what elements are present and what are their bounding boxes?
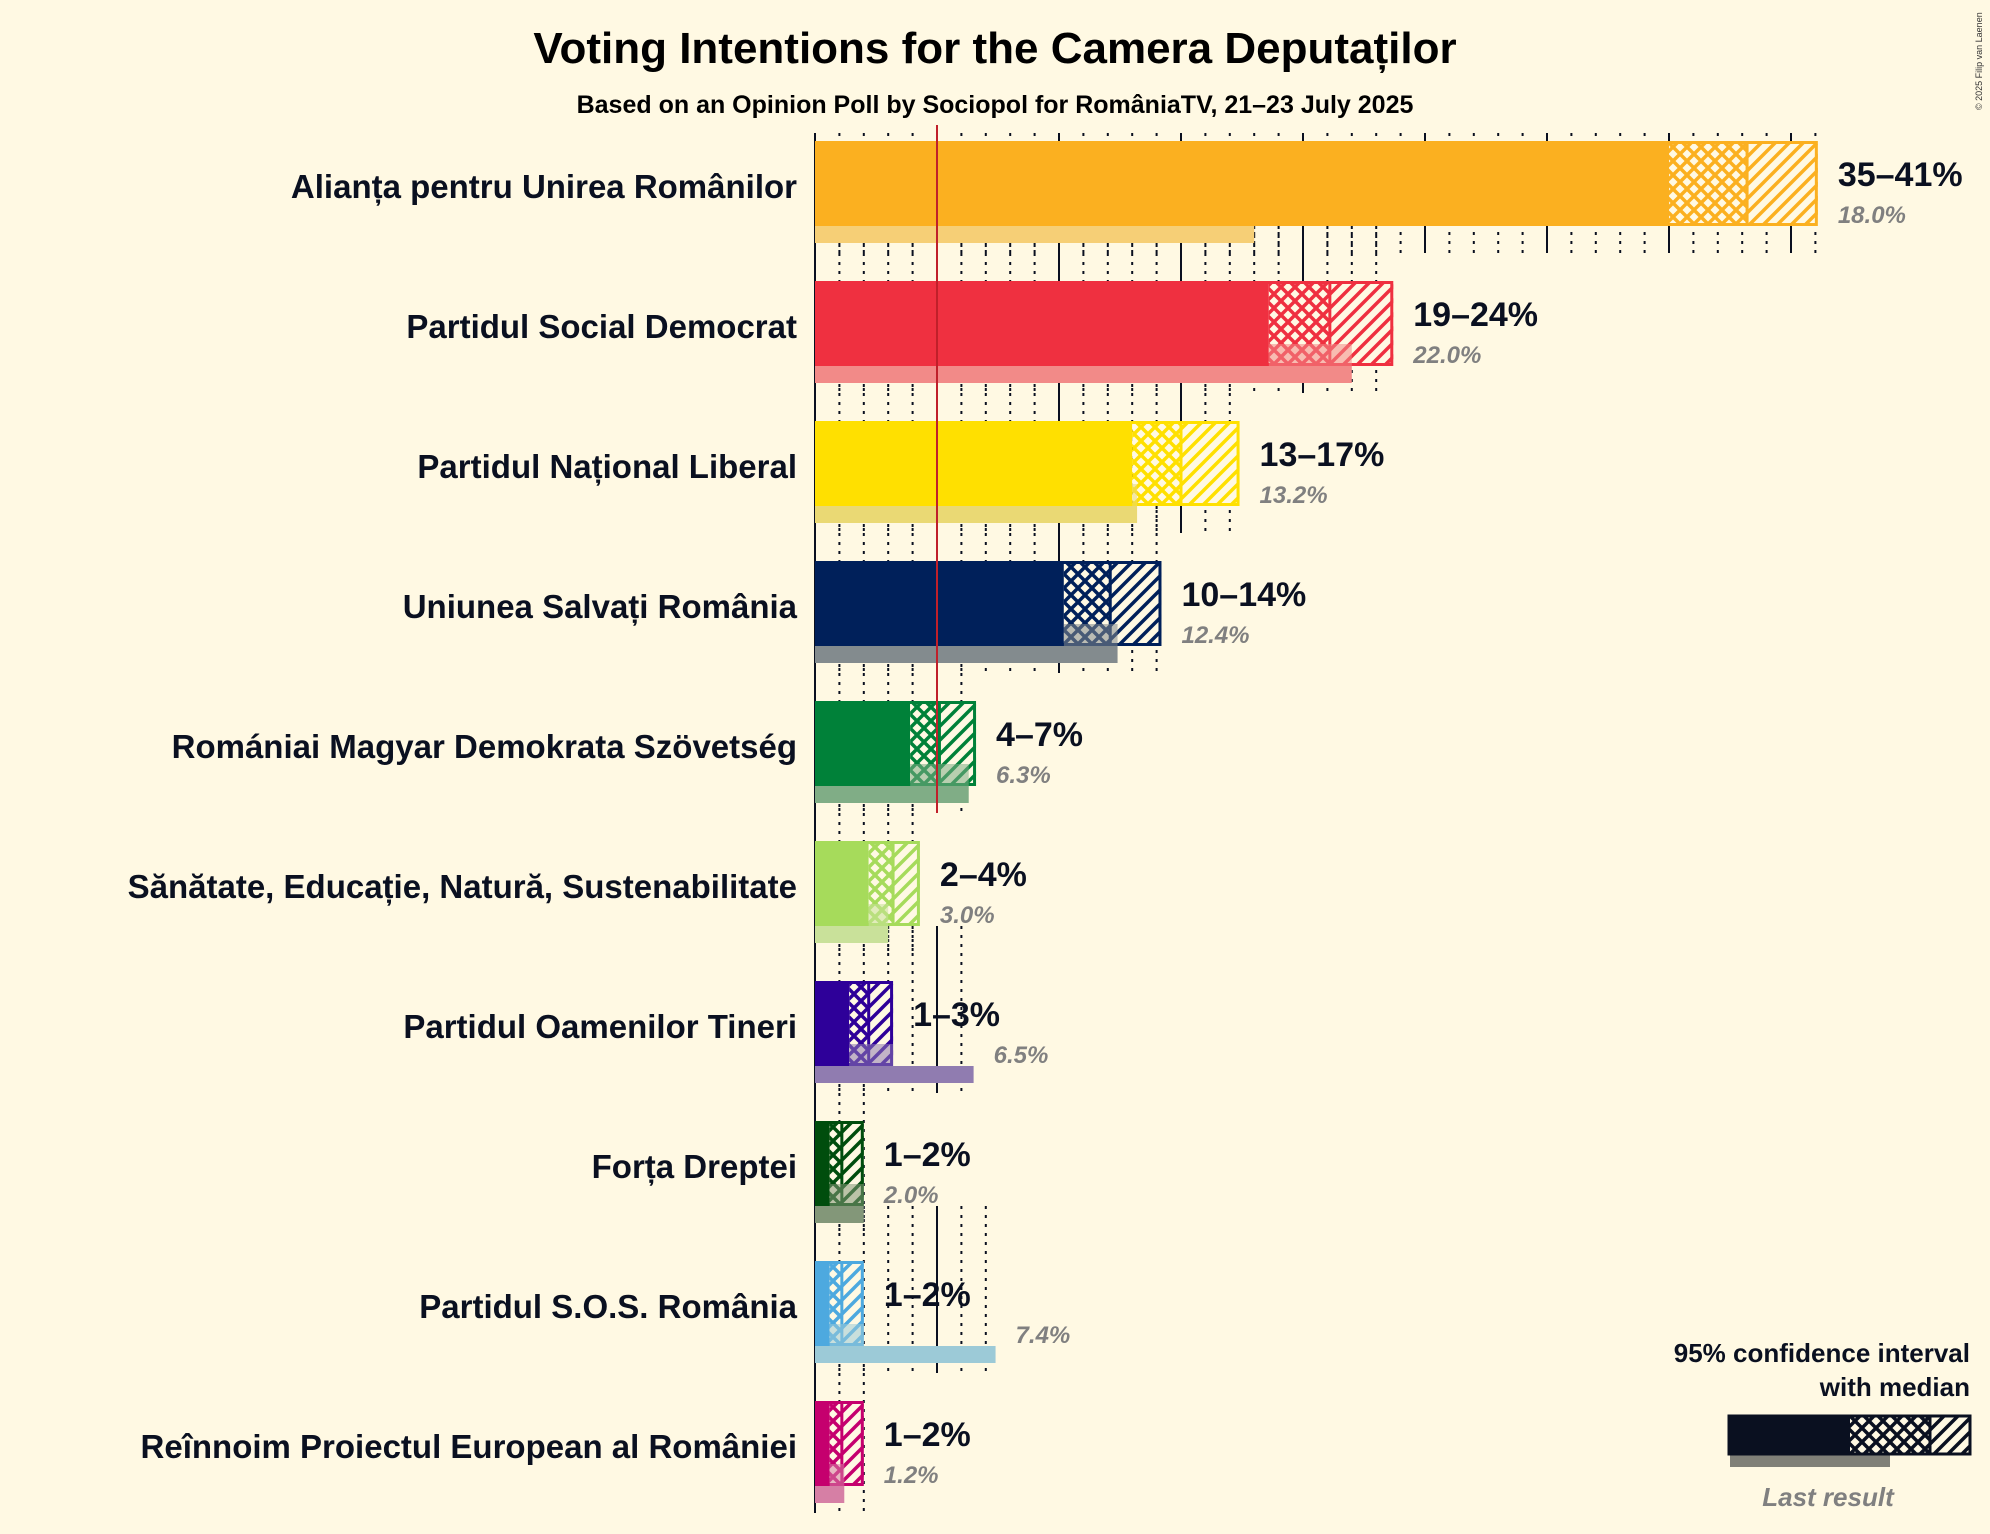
ci-solid-bar — [815, 141, 1669, 226]
ci-outline — [815, 561, 1162, 646]
ci-upper-segment — [1747, 144, 1818, 223]
last-result-label: 1.2% — [884, 1462, 939, 1489]
ci-upper-segment — [841, 1404, 864, 1483]
party-label: Partidul Național Liberal — [417, 448, 797, 486]
ci-solid-bar — [815, 1261, 830, 1346]
ci-upper-segment — [1110, 564, 1162, 643]
last-result-label: 13.2% — [1260, 482, 1328, 509]
ci-lower-segment — [1669, 144, 1748, 223]
last-result-label: 2.0% — [883, 1182, 939, 1209]
last-result-overlay — [1268, 344, 1352, 366]
ci-lower-segment — [829, 1124, 842, 1203]
range-label: 19–24% — [1413, 296, 1538, 334]
last-result-overlay — [868, 904, 889, 926]
bars — [815, 141, 1818, 1503]
last-result-bar — [815, 506, 1138, 523]
ci-upper-segment — [841, 1264, 864, 1343]
last-result-overlay — [1063, 624, 1118, 646]
last-result-overlay — [910, 764, 969, 786]
ci-lower-segment — [829, 1264, 842, 1343]
last-result-bar — [815, 226, 1255, 243]
chart-subtitle: Based on an Opinion Poll by Sociopol for… — [577, 91, 1414, 119]
legend-last-result-label: Last result — [1762, 1482, 1895, 1512]
ci-solid-bar — [815, 561, 1064, 646]
range-label: 35–41% — [1838, 156, 1963, 194]
legend-title-line2: with median — [1819, 1372, 1970, 1402]
legend-upper-segment — [1930, 1417, 1970, 1453]
ci-solid-bar — [815, 701, 911, 786]
party-label: Alianța pentru Unirea Românilor — [291, 168, 797, 206]
party-label: Partidul Oamenilor Tineri — [403, 1008, 797, 1045]
last-result-bar — [815, 366, 1352, 383]
last-result-overlay — [829, 1464, 845, 1486]
last-result-bar — [815, 1066, 974, 1083]
last-result-bar — [815, 926, 889, 943]
last-result-label: 3.0% — [940, 902, 995, 929]
range-label: 2–4% — [940, 856, 1027, 894]
ci-solid-bar — [815, 1401, 830, 1486]
legend-swatch — [1727, 1414, 1972, 1467]
party-label: Sănătate, Educație, Natură, Sustenabilit… — [128, 868, 797, 906]
last-result-bar — [815, 1206, 864, 1223]
labels: Alianța pentru Unirea Românilor 35–41% 18.… — [128, 156, 1963, 1489]
range-label: 1–2% — [884, 1136, 971, 1174]
last-result-bar — [815, 786, 969, 803]
ci-solid-bar — [815, 841, 869, 926]
ci-lower-segment — [1132, 424, 1181, 503]
last-result-overlay — [829, 1324, 864, 1346]
ci-outline — [815, 281, 1394, 366]
ci-lower-segment — [829, 1404, 842, 1483]
party-label: Partidul S.O.S. România — [419, 1288, 797, 1325]
ci-solid-bar — [815, 421, 1133, 506]
last-result-bar — [815, 646, 1118, 663]
ci-outline — [815, 421, 1240, 506]
range-label: 1–2% — [884, 1276, 971, 1314]
ci-solid-bar — [815, 281, 1269, 366]
range-label: 1–3% — [913, 996, 1000, 1034]
last-result-label: 6.5% — [994, 1042, 1049, 1069]
ci-upper-segment — [893, 844, 920, 923]
last-result-label: 18.0% — [1838, 202, 1906, 229]
party-label: Reînnoim Proiectul European al României — [141, 1428, 797, 1465]
copyright-note: © 2025 Filip van Laenen — [1974, 12, 1984, 110]
last-result-bar — [815, 1346, 996, 1363]
ci-outline — [815, 841, 920, 926]
ci-solid-bar — [815, 981, 850, 1066]
ci-upper-segment — [1181, 424, 1240, 503]
legend: 95% confidence interval with median Last… — [1674, 1338, 1972, 1512]
party-label: Uniunea Salvați România — [403, 588, 798, 626]
ci-outline — [815, 141, 1818, 226]
range-label: 13–17% — [1260, 436, 1385, 474]
legend-title-line1: 95% confidence interval — [1674, 1338, 1970, 1368]
chart-title: Voting Intentions for the Camera Deputaț… — [533, 24, 1456, 73]
last-result-label: 6.3% — [996, 762, 1051, 789]
range-label: 1–2% — [884, 1416, 971, 1454]
party-label: Romániai Magyar Demokrata Szövetség — [172, 728, 797, 765]
last-result-bar — [815, 1486, 845, 1503]
legend-lower-segment — [1850, 1417, 1930, 1453]
last-result-overlay — [829, 1184, 864, 1206]
party-label: Partidul Social Democrat — [406, 308, 797, 345]
party-label: Forța Dreptei — [592, 1148, 797, 1186]
range-label: 10–14% — [1181, 576, 1306, 614]
last-result-overlay — [1132, 484, 1138, 506]
ci-outline — [815, 701, 977, 786]
ci-solid-bar — [815, 1121, 830, 1206]
last-result-label: 12.4% — [1181, 622, 1249, 649]
legend-solid-bar — [1728, 1415, 1850, 1455]
last-result-label: 7.4% — [1016, 1322, 1071, 1349]
last-result-label: 22.0% — [1412, 342, 1481, 369]
ci-upper-segment — [841, 1124, 864, 1203]
range-label: 4–7% — [996, 716, 1083, 754]
legend-outline — [1727, 1414, 1972, 1456]
last-result-overlay — [849, 1044, 894, 1066]
ci-lower-segment — [849, 984, 869, 1063]
